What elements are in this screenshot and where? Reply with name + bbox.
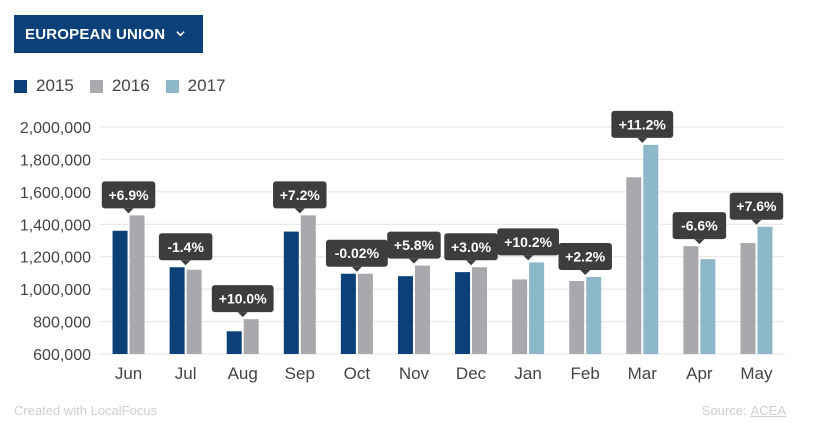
data-label-box (497, 228, 560, 256)
chevron-down-icon (176, 31, 185, 37)
data-label: -1.4% (167, 239, 204, 255)
bar-2015-sep (283, 231, 299, 354)
x-tick-label: Nov (399, 364, 430, 383)
x-tick-label: Sep (285, 364, 315, 383)
y-tick-label: 1,800,000 (20, 152, 91, 169)
data-label-pointer (694, 239, 705, 245)
data-label-pointer (237, 312, 248, 318)
bar-2017-mar (643, 144, 659, 354)
data-label: -6.6% (681, 218, 718, 234)
data-label-box (101, 181, 156, 209)
legend-label: 2016 (111, 76, 150, 95)
data-label: +6.9% (108, 187, 149, 203)
x-tick-label: Oct (344, 364, 371, 383)
bar-2017-may (757, 226, 773, 354)
data-label: +3.0% (451, 239, 492, 255)
legend-item-2016: 2016 (89, 76, 150, 96)
y-tick-label: 2,000,000 (20, 120, 91, 137)
data-label-pointer (751, 219, 762, 225)
x-tick-label: Jan (514, 364, 541, 383)
data-label-pointer (408, 258, 419, 264)
bar-2016-apr (683, 246, 699, 354)
credit-text: Created with LocalFocus (14, 403, 158, 418)
data-label: +7.6% (736, 198, 777, 214)
data-label-pointer (580, 269, 591, 275)
data-label: +11.2% (619, 116, 667, 132)
bar-2017-apr (700, 259, 716, 354)
data-label: +2.2% (565, 248, 606, 264)
bar-2015-jun (112, 230, 128, 354)
bar-2016-jul (186, 269, 202, 354)
bar-2016-nov (414, 265, 430, 354)
y-tick-label: 1,600,000 (20, 185, 91, 202)
data-label-box (444, 233, 498, 261)
y-tick-label: 1,000,000 (20, 282, 91, 299)
bar-2017-feb (586, 276, 602, 354)
data-label: +10.2% (504, 234, 552, 250)
data-label-pointer (637, 137, 648, 143)
data-label-pointer (466, 260, 477, 266)
data-label-pointer (351, 266, 362, 272)
bar-2016-aug (243, 319, 259, 354)
y-tick-label: 800,000 (33, 315, 91, 332)
x-tick-label: Feb (571, 364, 600, 383)
bar-2016-may (740, 242, 756, 354)
data-label-box (211, 285, 274, 313)
bar-2017-jan (529, 262, 545, 354)
source-label: Source: (701, 403, 747, 418)
data-label-pointer (123, 208, 134, 214)
chart-legend: 2015 2016 2017 (14, 76, 241, 96)
data-label-box (158, 233, 213, 261)
bar-2016-mar (626, 177, 642, 354)
bar-2015-oct (340, 273, 356, 354)
legend-swatch (14, 79, 27, 93)
data-label: -0.02% (335, 245, 380, 261)
legend-item-2017: 2017 (165, 76, 226, 96)
data-label: +10.0% (219, 291, 267, 307)
bar-2015-nov (397, 276, 413, 354)
x-tick-label: Jul (175, 364, 197, 383)
region-dropdown-label: EUROPEAN UNION (25, 25, 166, 43)
x-tick-label: Apr (686, 364, 713, 383)
y-tick-label: 600,000 (33, 347, 91, 364)
bar-2016-sep (300, 215, 316, 354)
y-tick-label: 1,200,000 (20, 250, 91, 267)
x-tick-label: Jun (115, 364, 142, 383)
data-label-pointer (523, 255, 534, 261)
data-label-box (611, 110, 674, 138)
data-label-box (325, 239, 388, 267)
data-label-box (558, 242, 612, 270)
source-note: Source: ACEA (702, 403, 786, 418)
x-tick-label: Dec (456, 364, 487, 383)
data-label-box (729, 192, 784, 220)
bar-2016-dec (472, 267, 488, 354)
legend-label: 2017 (187, 76, 226, 95)
region-dropdown-button[interactable]: EUROPEAN UNION (14, 15, 203, 53)
bar-2015-jul (169, 267, 185, 354)
y-tick-label: 1,400,000 (20, 217, 91, 234)
legend-item-2015: 2015 (14, 76, 74, 96)
legend-swatch (89, 79, 103, 93)
bar-2015-aug (226, 331, 242, 354)
bar-2016-feb (569, 281, 585, 354)
legend-label: 2015 (36, 76, 74, 95)
legend-swatch (165, 79, 179, 93)
x-tick-label: Mar (628, 364, 658, 383)
bar-2015-dec (455, 272, 471, 354)
data-label-box (273, 181, 327, 209)
bar-2016-jan (512, 279, 528, 354)
x-tick-label: May (740, 364, 773, 383)
bar-2016-oct (357, 273, 373, 354)
data-label: +5.8% (394, 237, 435, 253)
bar-2016-jun (129, 215, 145, 354)
data-label-pointer (294, 208, 305, 214)
data-label-box (387, 231, 441, 259)
x-tick-label: Aug (228, 364, 258, 383)
source-link[interactable]: ACEA (750, 403, 786, 418)
data-label-box (672, 212, 727, 240)
data-label: +7.2% (280, 187, 321, 203)
data-label-pointer (180, 260, 191, 266)
